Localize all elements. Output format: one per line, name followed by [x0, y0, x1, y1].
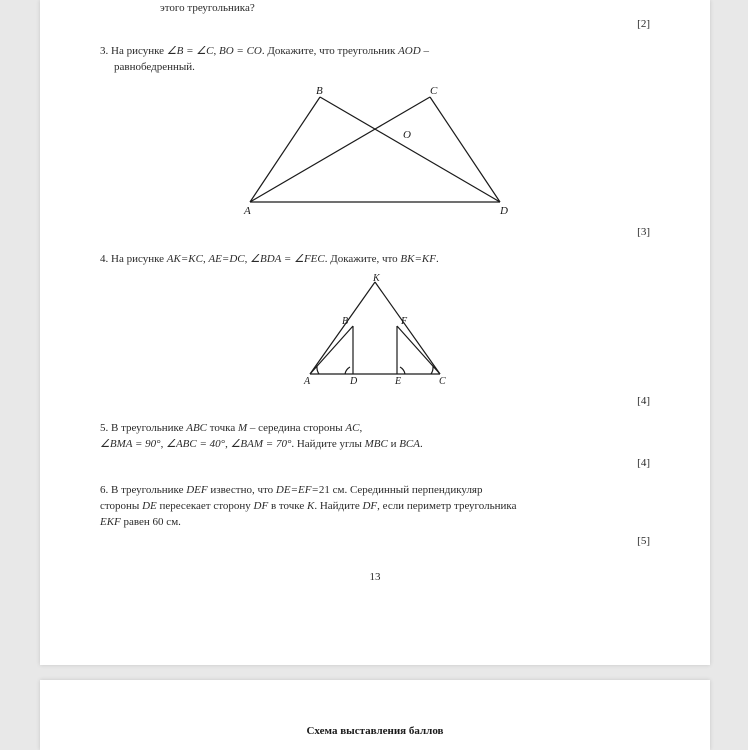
fig2-label-K: K: [372, 274, 381, 284]
p6-l2d: . Найдите: [314, 500, 362, 512]
p3-text-b: . Докажите, что треугольник: [262, 45, 398, 57]
document-page-1: этого треугольника? [2] 3. На рисунке ∠B…: [40, 0, 710, 665]
p3-line2: равнобедренный.: [114, 61, 195, 73]
fig2-label-A: A: [303, 376, 311, 386]
fig2-label-D: D: [349, 376, 358, 386]
p3-eq3: AOD: [398, 45, 421, 57]
problem-5: 5. В треугольнике ABC точка M – середина…: [100, 421, 650, 453]
page-number: 13: [100, 571, 650, 583]
p6-l3a: EKF: [100, 516, 121, 528]
figure-1: A B C D O: [100, 82, 650, 222]
p4-text-a: На рисунке: [108, 253, 167, 265]
p5-dot: .: [420, 438, 423, 450]
p4-eq2: AE=DC: [208, 253, 244, 265]
fig1-label-C: C: [430, 85, 438, 97]
p4-eq4: BK=KF: [400, 253, 436, 265]
problem-6: 6. В треугольнике DEF известно, что DE=E…: [100, 483, 650, 531]
p6-l2c: в точке: [268, 500, 307, 512]
p6-l2a: стороны: [100, 500, 142, 512]
fig2-label-C: C: [439, 376, 446, 386]
problem-3: 3. На рисунке ∠B = ∠C, BO = CO. Докажите…: [100, 44, 650, 76]
p6-eq: DE=EF=: [276, 484, 319, 496]
figure-2: A D E C K B F: [100, 274, 650, 391]
p6-val: 21 см. Серединный перпендикуляр: [319, 484, 483, 496]
p5-M: M: [238, 422, 247, 434]
scheme-title: Схема выставления баллов: [100, 725, 650, 737]
p3-eq1: ∠B = ∠C: [167, 45, 214, 57]
p5-mbc: MBC: [365, 438, 388, 450]
p5-abc: ABC: [186, 422, 207, 434]
p5-l2b: ∠ABC = 40°: [166, 438, 225, 450]
p6-de: DE: [142, 500, 157, 512]
p6-l3b: равен 60 см.: [121, 516, 181, 528]
p5-number: 5.: [100, 422, 108, 434]
p5-l2d: . Найдите углы: [291, 438, 364, 450]
p6-df2: DF: [362, 500, 377, 512]
p3-text-c: –: [421, 45, 429, 57]
p5-AC: AC: [345, 422, 359, 434]
p6-def: DEF: [186, 484, 207, 496]
p3-text: На рисунке: [111, 45, 167, 57]
p6-l1a: В треугольнике: [108, 484, 186, 496]
fig1-label-O: O: [403, 129, 411, 141]
fig2-label-F: F: [400, 316, 408, 327]
p6-l2e: , если периметр треугольника: [377, 500, 516, 512]
p5-l1d: ,: [359, 422, 362, 434]
points-6: [5]: [100, 535, 650, 547]
p4-text-b: . Докажите, что: [325, 253, 401, 265]
p4-number: 4.: [100, 253, 108, 265]
fig1-label-A: A: [243, 205, 251, 217]
p6-df: DF: [254, 500, 269, 512]
p4-eq1: AK=KC: [167, 253, 203, 265]
points-5: [4]: [100, 457, 650, 469]
p4-dot: .: [436, 253, 439, 265]
p3-number: 3.: [100, 45, 108, 57]
p6-l2b: пересекает сторону: [157, 500, 254, 512]
p5-l1b: точка: [207, 422, 238, 434]
points-4: [4]: [100, 395, 650, 407]
fig2-label-E: E: [394, 376, 401, 386]
p4-eq3: ∠BDA = ∠FEC: [250, 253, 325, 265]
points-3: [3]: [100, 226, 650, 238]
fragment-line: этого треугольника?: [160, 2, 650, 14]
p6-l1b: известно, что: [208, 484, 276, 496]
p5-l2a: ∠BMA = 90°: [100, 438, 161, 450]
fig2-label-B: B: [342, 316, 348, 327]
fig1-label-B: B: [316, 85, 323, 97]
p5-l2c: ∠BAM = 70°: [231, 438, 292, 450]
points-2: [2]: [100, 18, 650, 30]
fig1-label-D: D: [499, 205, 508, 217]
p6-number: 6.: [100, 484, 108, 496]
problem-4: 4. На рисунке AK=KC, AE=DC, ∠BDA = ∠FEC.…: [100, 252, 650, 268]
p3-eq2: BO = CO: [219, 45, 262, 57]
p5-l1c: – середина стороны: [247, 422, 345, 434]
figure-2-svg: A D E C K B F: [295, 274, 455, 386]
figure-1-svg: A B C D O: [230, 82, 520, 217]
document-page-2: Схема выставления баллов: [40, 680, 710, 750]
p5-and: и: [388, 438, 399, 450]
p5-bca: BCA: [399, 438, 420, 450]
p5-l1a: В треугольнике: [108, 422, 186, 434]
